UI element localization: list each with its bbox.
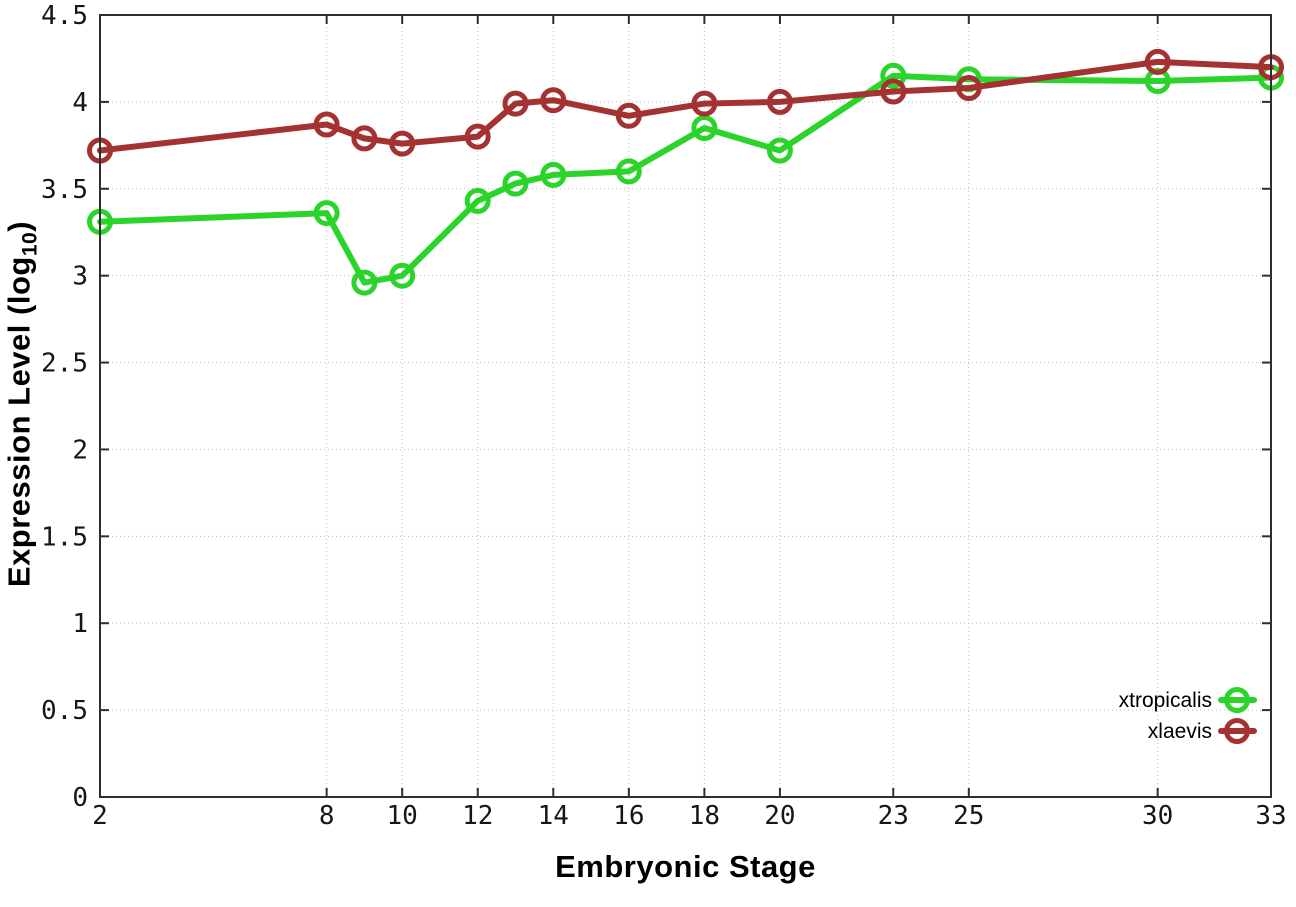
data-point-xlaevis-stage-14 — [540, 87, 567, 114]
data-point-xlaevis-stage-9 — [351, 125, 378, 152]
data-point-xlaevis-stage-16 — [615, 102, 642, 129]
data-point-xtropicalis-stage-8 — [313, 200, 340, 227]
y-tick-label: 0 — [72, 783, 88, 813]
y-tick-label: 3.5 — [41, 175, 88, 205]
y-tick-label: 0.5 — [41, 696, 88, 726]
y-axis-title-subscript: 10 — [18, 231, 42, 257]
x-tick-label: 16 — [613, 801, 644, 831]
data-point-xtropicalis-stage-18 — [691, 115, 718, 141]
x-tick-label: 10 — [387, 801, 418, 831]
y-tick-label: 2.5 — [41, 349, 88, 379]
plot-border — [99, 14, 1272, 798]
x-tick-label: 14 — [538, 801, 569, 831]
x-tick-label: 30 — [1142, 801, 1173, 831]
legend-label-xlaevis: xlaevis — [1148, 720, 1212, 743]
x-tick-label: 2 — [92, 801, 108, 831]
data-point-xlaevis-stage-12 — [464, 123, 491, 150]
x-tick-label: 12 — [462, 801, 493, 831]
data-point-xtropicalis-stage-20 — [766, 137, 793, 164]
y-tick-label: 4.5 — [41, 1, 88, 31]
x-axis-title: Embryonic Stage — [100, 849, 1271, 885]
x-tick-label: 23 — [878, 801, 909, 831]
data-point-xlaevis-stage-13 — [502, 90, 529, 117]
x-tick-label: 25 — [953, 801, 984, 831]
data-point-xlaevis-stage-30 — [1144, 48, 1171, 75]
data-point-xtropicalis-stage-10 — [389, 262, 416, 289]
y-tick-label: 1.5 — [41, 522, 88, 552]
data-point-xlaevis-stage-20 — [766, 88, 793, 115]
data-point-xtropicalis-stage-12 — [464, 187, 491, 214]
data-point-xtropicalis-stage-9 — [351, 269, 378, 296]
y-axis-title-close: ) — [1, 220, 37, 232]
legend-marker-xlaevis — [1224, 718, 1250, 744]
legend-marker-xtropicalis — [1224, 687, 1250, 713]
y-axis-title-text: Expression Level (log — [1, 256, 37, 588]
legend-label-xtropicalis: xtropicalis — [1119, 689, 1212, 712]
y-tick-label: 3 — [72, 262, 88, 292]
data-point-xlaevis-stage-8 — [313, 111, 340, 138]
y-axis-title: Expression Level (log10) — [1, 221, 42, 587]
data-point-xtropicalis-stage-23 — [880, 62, 907, 89]
data-point-xlaevis-stage-23 — [880, 78, 907, 105]
data-point-xlaevis-stage-18 — [691, 90, 718, 117]
data-point-xtropicalis-stage-13 — [502, 170, 529, 197]
x-tick-label: 18 — [689, 801, 720, 831]
data-point-xtropicalis-stage-14 — [540, 161, 567, 188]
data-point-xlaevis-stage-25 — [955, 75, 982, 101]
y-tick-label: 4 — [72, 88, 88, 118]
x-tick-label: 33 — [1255, 801, 1286, 831]
x-tick-label: 8 — [319, 801, 335, 831]
x-tick-label: 20 — [764, 801, 795, 831]
y-tick-label: 1 — [72, 609, 88, 639]
data-point-xtropicalis-stage-16 — [615, 158, 642, 185]
y-tick-label: 2 — [72, 435, 88, 465]
data-point-xlaevis-stage-10 — [389, 130, 416, 157]
x-axis-title-text: Embryonic Stage — [555, 849, 816, 884]
